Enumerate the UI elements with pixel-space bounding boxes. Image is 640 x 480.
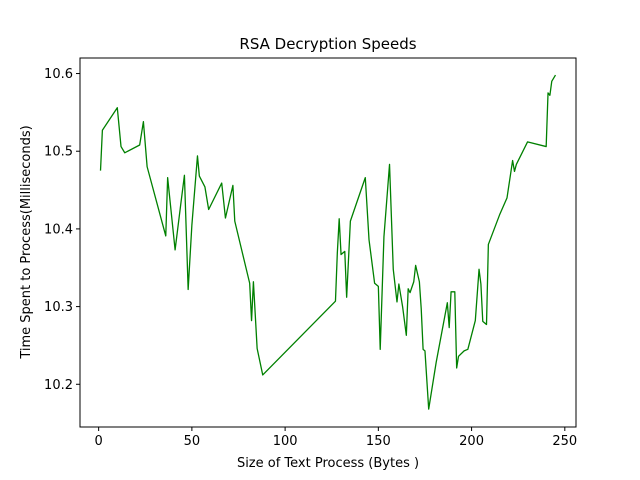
y-tick-label: 10.2: [44, 378, 73, 393]
x-axis: 0 50 100 150 200 250: [95, 427, 577, 449]
y-axis-label: Time Spent to Process(Milliseconds): [19, 125, 34, 359]
y-tick-label: 10.5: [44, 145, 73, 160]
x-tick-label: 0: [95, 434, 103, 449]
chart-title: RSA Decryption Speeds: [239, 35, 416, 53]
plot-area: [79, 57, 577, 428]
y-tick-label: 10.4: [44, 222, 73, 237]
y-tick-label: 10.3: [44, 300, 73, 315]
x-tick-label: 150: [366, 434, 391, 449]
axes-frame: [79, 57, 577, 428]
series-line: [99, 74, 557, 410]
x-tick-label: 200: [459, 434, 484, 449]
x-tick-label: 250: [552, 434, 577, 449]
x-tick-label: 50: [184, 434, 201, 449]
y-axis: 10.2 10.3 10.4 10.5 10.6: [44, 67, 80, 393]
x-axis-label: Size of Text Process (Bytes ): [237, 456, 419, 471]
x-tick-label: 100: [273, 434, 298, 449]
y-tick-label: 10.6: [44, 67, 73, 82]
